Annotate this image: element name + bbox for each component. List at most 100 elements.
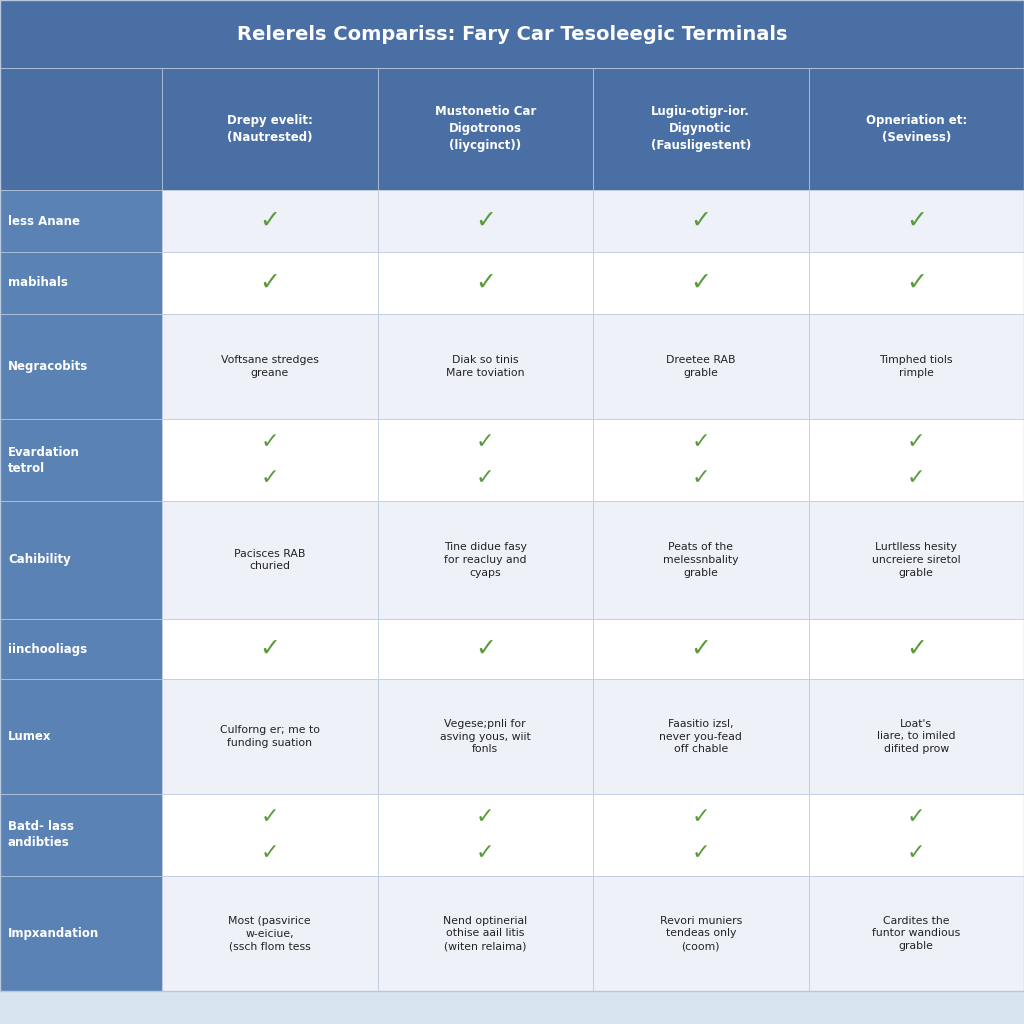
Bar (809, 501, 1024, 618)
Bar (809, 876, 1024, 991)
Text: Cardites the
funtor wandious
grable: Cardites the funtor wandious grable (872, 915, 961, 951)
Text: Faasitio izsl,
never you-fead
off chable: Faasitio izsl, never you-fead off chable (659, 719, 742, 755)
Bar (162, 618, 378, 679)
Text: ✓: ✓ (475, 209, 496, 233)
Bar (593, 618, 809, 679)
Bar (809, 190, 1024, 252)
Bar (378, 876, 593, 991)
Text: iinchooliags: iinchooliags (8, 642, 87, 655)
Bar (809, 794, 1024, 876)
Bar (809, 679, 1024, 794)
Bar (593, 419, 809, 501)
Text: Tine didue fasy
for reacluy and
cyaps: Tine didue fasy for reacluy and cyaps (443, 542, 526, 578)
Bar (0, 314, 162, 419)
Bar (593, 679, 809, 794)
Bar (0, 252, 162, 314)
Text: Most (pasvirice
w-eiciue,
(ssch flom tess: Most (pasvirice w-eiciue, (ssch flom tes… (228, 915, 311, 951)
Text: Cahibility: Cahibility (8, 554, 71, 566)
Text: Nend optinerial
othise aail litis
(witen relaima): Nend optinerial othise aail litis (witen… (443, 915, 527, 951)
Bar (593, 794, 809, 876)
Bar (162, 794, 378, 876)
Bar (593, 190, 809, 252)
Text: Relerels Compariss: Fary Car Tesoleegic Terminals: Relerels Compariss: Fary Car Tesoleegic … (237, 25, 787, 43)
Text: Batd- lass
andibties: Batd- lass andibties (8, 820, 74, 850)
Bar (378, 419, 593, 501)
Text: ✓: ✓ (260, 432, 280, 452)
Bar (593, 876, 809, 991)
Bar (378, 679, 593, 794)
Text: Timphed tiols
rimple: Timphed tiols rimple (880, 355, 953, 378)
Text: Mustonetio Car
Digotronos
(liycginct)): Mustonetio Car Digotronos (liycginct)) (434, 105, 536, 153)
Text: ✓: ✓ (691, 468, 710, 488)
Text: ✓: ✓ (260, 807, 280, 827)
Text: ✓: ✓ (260, 468, 280, 488)
Bar (809, 419, 1024, 501)
Text: ✓: ✓ (907, 468, 926, 488)
Text: ✓: ✓ (476, 432, 495, 452)
Bar (162, 876, 378, 991)
Bar (378, 618, 593, 679)
Text: Lugiu-otigr-ior.
Digynotic
(Fausligestent): Lugiu-otigr-ior. Digynotic (Fausligesten… (650, 105, 751, 153)
Text: Diak so tinis
Mare toviation: Diak so tinis Mare toviation (446, 355, 524, 378)
Text: ✓: ✓ (691, 843, 710, 863)
Text: less Anane: less Anane (8, 214, 80, 227)
Text: ✓: ✓ (690, 637, 712, 662)
Bar (162, 314, 378, 419)
Text: Voftsane stredges
greane: Voftsane stredges greane (221, 355, 318, 378)
Text: ✓: ✓ (906, 637, 927, 662)
Bar (378, 314, 593, 419)
Text: Opneriation et:
(Seviness): Opneriation et: (Seviness) (865, 114, 967, 144)
Text: Peats of the
melessnbality
grable: Peats of the melessnbality grable (663, 542, 738, 578)
Text: ✓: ✓ (691, 432, 710, 452)
Text: Pacisces RAB
churied: Pacisces RAB churied (234, 549, 305, 571)
Bar (162, 68, 378, 190)
Text: ✓: ✓ (907, 843, 926, 863)
Bar (162, 501, 378, 618)
Bar (378, 501, 593, 618)
Bar (809, 68, 1024, 190)
Text: ✓: ✓ (690, 271, 712, 295)
Text: ✓: ✓ (475, 271, 496, 295)
Bar (0, 876, 162, 991)
Text: Drepy evelit:
(Nautrested): Drepy evelit: (Nautrested) (226, 114, 312, 144)
Text: ✓: ✓ (476, 843, 495, 863)
Text: Revori muniers
tendeas only
(coom): Revori muniers tendeas only (coom) (659, 915, 741, 951)
Bar (378, 252, 593, 314)
Bar (809, 618, 1024, 679)
Bar (162, 190, 378, 252)
Text: ✓: ✓ (690, 209, 712, 233)
Text: ✓: ✓ (907, 807, 926, 827)
Bar (0, 419, 162, 501)
Bar (0, 618, 162, 679)
Text: ✓: ✓ (476, 807, 495, 827)
Text: Vegese;pnli for
asving yous, wiit
fonls: Vegese;pnli for asving yous, wiit fonls (440, 719, 530, 755)
Bar (809, 314, 1024, 419)
Text: Negracobits: Negracobits (8, 360, 88, 373)
Bar (0, 794, 162, 876)
Bar (378, 68, 593, 190)
Text: ✓: ✓ (259, 637, 281, 662)
Bar (0, 190, 162, 252)
Bar (593, 68, 809, 190)
Text: Lumex: Lumex (8, 730, 51, 743)
Text: ✓: ✓ (907, 432, 926, 452)
Text: ✓: ✓ (475, 637, 496, 662)
Bar (593, 252, 809, 314)
Text: Loat's
liare, to imiled
difited prow: Loat's liare, to imiled difited prow (877, 719, 955, 755)
Bar (0, 68, 162, 190)
Text: ✓: ✓ (906, 271, 927, 295)
Bar (162, 252, 378, 314)
Bar (809, 252, 1024, 314)
Bar (378, 190, 593, 252)
Text: Impxandation: Impxandation (8, 927, 99, 940)
Text: ✓: ✓ (259, 271, 281, 295)
Bar (378, 794, 593, 876)
Text: ✓: ✓ (906, 209, 927, 233)
Bar (162, 679, 378, 794)
Bar (593, 314, 809, 419)
Bar (162, 419, 378, 501)
Text: ✓: ✓ (260, 843, 280, 863)
Bar (593, 501, 809, 618)
Text: Dreetee RAB
grable: Dreetee RAB grable (666, 355, 735, 378)
Bar (0, 0, 1024, 68)
